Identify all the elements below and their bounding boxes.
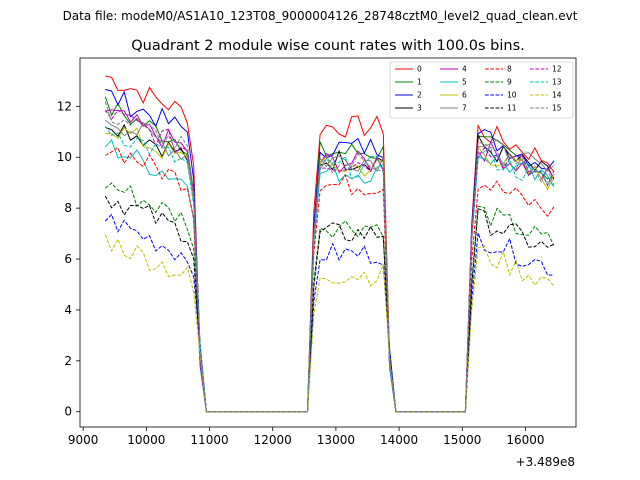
y-tick-label: 2 [64, 354, 72, 368]
series-line-15 [104, 101, 555, 413]
x-tick-label: 15000 [443, 433, 481, 447]
legend-frame [389, 61, 574, 119]
legend-label-13: 13 [552, 78, 562, 87]
x-tick-label: 10000 [127, 433, 165, 447]
series-line-14 [104, 234, 555, 413]
legend-label-7: 7 [462, 104, 467, 113]
legend-label-6: 6 [462, 91, 467, 100]
chart-title: Quadrant 2 module wise count rates with … [131, 38, 525, 54]
series-line-12 [104, 109, 555, 413]
legend-label-2: 2 [417, 91, 422, 100]
y-tick-label: 8 [64, 201, 72, 215]
legend-label-4: 4 [462, 65, 467, 74]
legend-label-11: 11 [507, 104, 517, 113]
y-tick-label: 6 [64, 252, 72, 266]
series-line-11 [104, 195, 555, 413]
y-tick-label: 10 [57, 150, 72, 164]
x-tick-label: 16000 [506, 433, 544, 447]
x-tick-label: 12000 [254, 433, 292, 447]
legend-label-1: 1 [417, 78, 422, 87]
legend-label-12: 12 [552, 65, 562, 74]
series-line-4 [105, 109, 555, 413]
plot-area [79, 57, 577, 428]
x-tick-label: 14000 [380, 433, 418, 447]
series-line-7 [104, 119, 555, 413]
legend-label-14: 14 [552, 91, 562, 100]
legend-label-8: 8 [507, 65, 512, 74]
legend-label-10: 10 [507, 91, 517, 100]
legend-label-15: 15 [552, 104, 562, 113]
series-line-0 [105, 75, 555, 413]
y-tick-label: 0 [64, 405, 72, 419]
series-line-3 [105, 123, 555, 413]
y-tick-label: 4 [64, 303, 72, 317]
series-lines [104, 75, 555, 413]
legend-label-3: 3 [417, 104, 422, 113]
x-tick-label: 11000 [190, 433, 228, 447]
figure-suptitle: Data file: modeM0/AS1A10_123T08_90000041… [63, 9, 578, 23]
plot-frame [79, 57, 577, 428]
x-offset-label: +3.489e8 [516, 455, 575, 469]
series-line-10 [104, 213, 554, 413]
y-axis: 0 2 4 6 8 10 12 [57, 99, 80, 419]
legend-label-0: 0 [417, 65, 422, 74]
x-axis: 9000 10000 11000 12000 13000 14000 15000 16000 [68, 427, 545, 447]
legend-label-9: 9 [507, 78, 512, 87]
y-tick-label: 12 [57, 99, 72, 113]
legend-label-5: 5 [462, 78, 467, 87]
x-tick-label: 9000 [68, 433, 99, 447]
series-line-8 [105, 146, 555, 413]
series-line-9 [104, 182, 555, 413]
x-tick-label: 13000 [317, 433, 355, 447]
series-line-6 [105, 127, 555, 413]
series-line-13 [104, 125, 554, 413]
series-line-1 [104, 96, 555, 413]
